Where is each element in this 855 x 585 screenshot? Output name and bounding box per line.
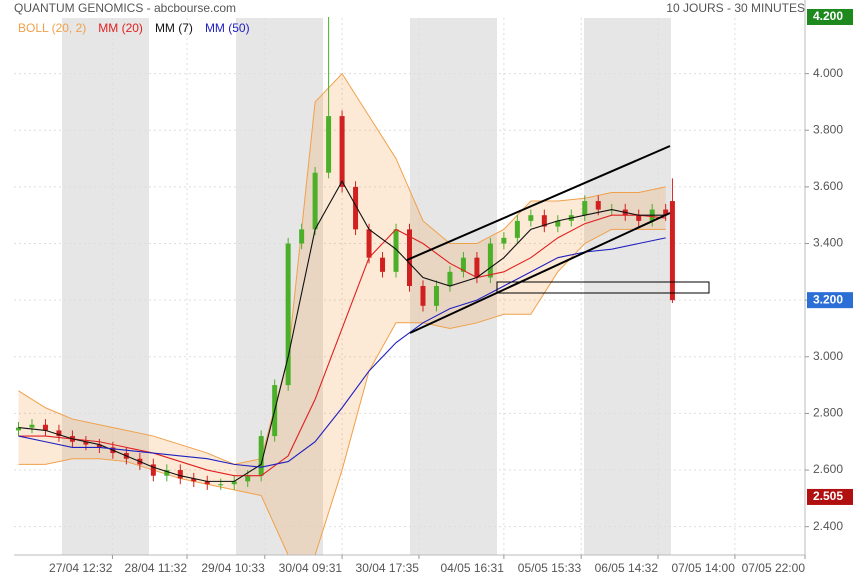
legend-entry: MM (50) xyxy=(205,21,250,35)
x-tick-label: 28/04 11:32 xyxy=(125,561,188,575)
trend-line xyxy=(406,145,671,261)
bollinger-fill xyxy=(18,73,666,556)
y-tick-label: 2.400 xyxy=(813,519,843,533)
candle-body xyxy=(555,220,561,227)
candle-body xyxy=(204,481,210,485)
candle-body xyxy=(15,427,21,431)
candle-body xyxy=(366,229,372,258)
x-tick-label: 30/04 17:35 xyxy=(356,561,420,575)
x-tick-label: 27/04 12:32 xyxy=(49,561,113,575)
plot xyxy=(15,16,675,556)
candle-body xyxy=(96,444,102,448)
price-label: 4.200 xyxy=(813,9,843,23)
x-tick-label: 04/05 16:31 xyxy=(440,561,504,575)
price-label-box xyxy=(807,488,853,505)
bollinger-upper xyxy=(18,72,666,465)
candle-body xyxy=(407,229,412,286)
candle-body xyxy=(393,229,399,272)
x-tick-label: 07/05 22:00 xyxy=(742,561,806,575)
candle-body xyxy=(177,470,183,479)
candle-body xyxy=(669,201,675,301)
candle-body xyxy=(339,116,345,187)
x-tick-label: 07/05 14:00 xyxy=(671,561,735,575)
legend: BOLL (20, 2) MM (20) MM (7) MM (50) xyxy=(18,21,250,35)
axes: 2.400 2.600 2.800 3.000 3.200 3.400 3.600 3.800… xyxy=(49,8,853,575)
y-tick-label: 3.000 xyxy=(813,349,843,363)
session-band xyxy=(62,18,149,555)
candle-body xyxy=(474,257,480,278)
candle-body xyxy=(150,464,156,476)
candle-body xyxy=(460,257,466,272)
y-tick-label: 3.600 xyxy=(813,179,843,193)
trend-line xyxy=(409,212,671,334)
candle-body xyxy=(56,430,62,437)
candle-body xyxy=(501,237,507,244)
candle-body xyxy=(433,285,439,306)
y-tick-label: 2.600 xyxy=(813,462,843,476)
candle-body xyxy=(447,271,453,286)
candle-body xyxy=(541,215,547,227)
x-tick-label: 06/05 14:32 xyxy=(595,561,659,575)
candle-body xyxy=(258,436,264,476)
candle-body xyxy=(487,243,493,278)
candle-body xyxy=(514,220,520,238)
ma-line xyxy=(18,214,666,477)
candle-body xyxy=(83,441,89,445)
candle-body xyxy=(231,481,237,485)
candle-body xyxy=(285,243,291,386)
y-tick-label: 4.000 xyxy=(813,66,843,80)
candle-body xyxy=(663,209,669,216)
legend-entry: MM (7) xyxy=(155,21,193,35)
candle-body xyxy=(636,215,642,221)
chart-title: QUANTUM GENOMICS - abcbourse.com xyxy=(14,1,236,15)
candle-body xyxy=(29,424,35,428)
ma-line xyxy=(18,237,666,468)
annotations xyxy=(406,145,710,334)
x-tick-label: 29/04 10:33 xyxy=(201,561,265,575)
candle-body xyxy=(191,478,197,482)
candle-body xyxy=(582,201,588,216)
legend-entry: BOLL (20, 2) xyxy=(18,21,86,35)
candle-body xyxy=(595,201,601,210)
candle-body xyxy=(528,215,534,221)
price-label: 3.200 xyxy=(813,292,843,306)
x-tick-label: 05/05 15:33 xyxy=(518,561,582,575)
x-tick-label: 30/04 09:31 xyxy=(279,561,343,575)
ma-line xyxy=(18,180,666,482)
chart-subtitle: 10 JOURS - 30 MINUTES xyxy=(666,1,805,15)
session-bands xyxy=(62,18,671,555)
session-band xyxy=(236,18,323,555)
candle-body xyxy=(42,424,48,431)
price-label: 2.505 xyxy=(813,489,843,503)
candle-body xyxy=(299,229,305,244)
y-tick-label: 3.800 xyxy=(813,122,843,136)
candle-body xyxy=(380,257,386,272)
session-band xyxy=(584,18,671,555)
y-tick-label: 3.400 xyxy=(813,236,843,250)
candle-body xyxy=(353,186,359,230)
range-box xyxy=(496,281,710,294)
candle-body xyxy=(420,285,426,306)
candle-body xyxy=(164,470,170,476)
candle-body xyxy=(218,484,224,486)
y-tick-label: 2.800 xyxy=(813,406,843,420)
candle-body xyxy=(326,116,332,173)
candle-body xyxy=(312,172,318,230)
legend-entry: MM (20) xyxy=(98,21,143,35)
price-label-box xyxy=(807,8,853,25)
price-label-box xyxy=(807,292,853,309)
candle-body xyxy=(245,475,251,482)
